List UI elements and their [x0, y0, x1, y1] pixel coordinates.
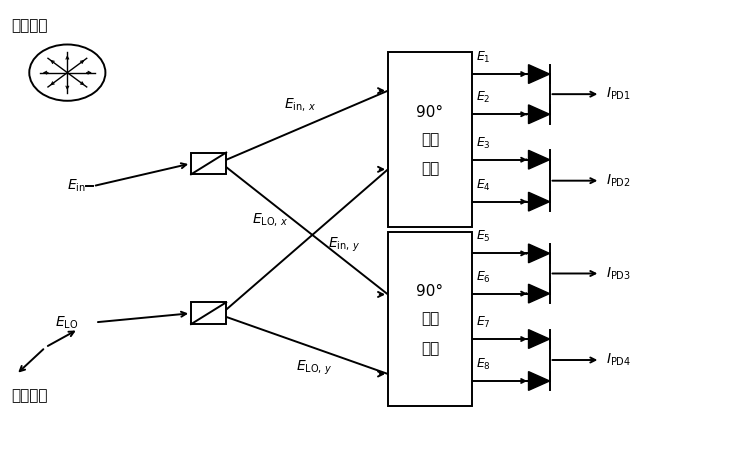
- Text: $E_4$: $E_4$: [476, 178, 490, 192]
- Polygon shape: [529, 244, 550, 263]
- Text: 光混: 光混: [421, 311, 439, 326]
- Bar: [388, 232, 472, 406]
- Polygon shape: [529, 105, 550, 123]
- Text: $I_{\mathrm{PD4}}$: $I_{\mathrm{PD4}}$: [606, 352, 631, 368]
- Text: $E_7$: $E_7$: [476, 315, 490, 330]
- Polygon shape: [529, 64, 550, 84]
- Text: $E_\mathrm{LO}$: $E_\mathrm{LO}$: [55, 314, 78, 331]
- Text: $E_1$: $E_1$: [476, 50, 490, 65]
- Polygon shape: [529, 371, 550, 390]
- Text: $I_{\mathrm{PD2}}$: $I_{\mathrm{PD2}}$: [606, 173, 631, 189]
- Text: $E_8$: $E_8$: [476, 357, 490, 372]
- Text: $E_{\mathrm{LO},\,x}$: $E_{\mathrm{LO},\,x}$: [253, 211, 288, 228]
- Text: $E_{\mathrm{in},\,y}$: $E_{\mathrm{in},\,y}$: [328, 235, 359, 254]
- Bar: [388, 52, 472, 227]
- Bar: [191, 153, 226, 174]
- Text: $E_\mathrm{in}$: $E_\mathrm{in}$: [67, 178, 86, 194]
- Text: 频器: 频器: [421, 341, 439, 356]
- Text: 随机偏振: 随机偏振: [11, 18, 48, 33]
- Text: 频器: 频器: [421, 162, 439, 177]
- Text: $E_3$: $E_3$: [476, 136, 490, 151]
- Polygon shape: [529, 192, 550, 211]
- Text: 90°: 90°: [417, 105, 444, 120]
- Text: 90°: 90°: [417, 284, 444, 299]
- Text: 光混: 光混: [421, 132, 439, 147]
- Text: $I_{\mathrm{PD3}}$: $I_{\mathrm{PD3}}$: [606, 265, 631, 281]
- Text: $E_6$: $E_6$: [476, 269, 490, 285]
- Text: $E_5$: $E_5$: [476, 229, 490, 244]
- Text: $I_{\mathrm{PD1}}$: $I_{\mathrm{PD1}}$: [606, 86, 631, 102]
- Ellipse shape: [29, 44, 105, 101]
- Polygon shape: [529, 330, 550, 348]
- Text: $E_{\mathrm{in},\,x}$: $E_{\mathrm{in},\,x}$: [284, 95, 315, 113]
- Text: 固定偏振: 固定偏振: [11, 388, 48, 403]
- Polygon shape: [529, 284, 550, 303]
- Text: $E_2$: $E_2$: [476, 90, 490, 105]
- Polygon shape: [529, 150, 550, 169]
- Bar: [191, 302, 226, 324]
- Text: $E_{\mathrm{LO},\,y}$: $E_{\mathrm{LO},\,y}$: [296, 359, 332, 377]
